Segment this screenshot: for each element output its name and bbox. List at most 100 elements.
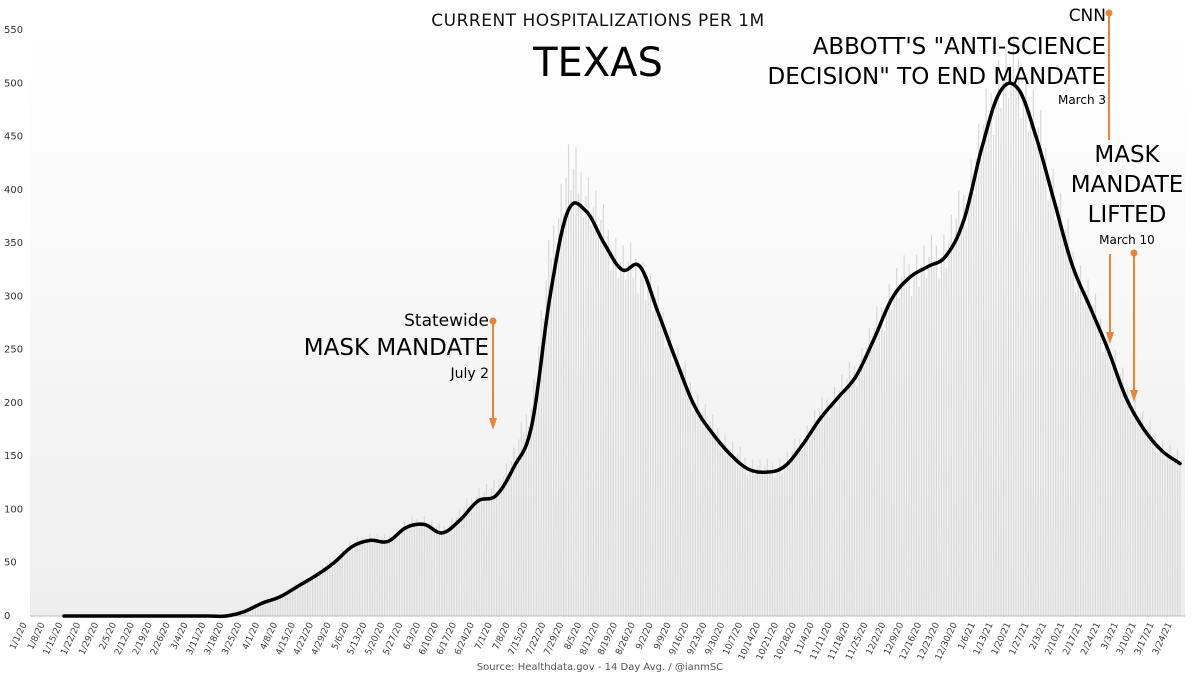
y-tick-label: 200 bbox=[4, 398, 23, 409]
bar bbox=[294, 584, 296, 616]
bar bbox=[736, 453, 739, 616]
bar bbox=[500, 488, 503, 616]
bar bbox=[697, 394, 699, 616]
mask-mandate-annotation: Statewide MASK MANDATE July 2 bbox=[304, 311, 497, 430]
bar bbox=[863, 368, 865, 616]
bar bbox=[809, 439, 811, 616]
bar bbox=[806, 424, 808, 616]
bar bbox=[490, 487, 493, 616]
bar bbox=[935, 245, 938, 616]
bar bbox=[1149, 419, 1151, 616]
bar bbox=[525, 414, 527, 616]
abbott-annotation: CNN ABBOTT'S "ANTI-SCIENCE DECISION" TO … bbox=[767, 6, 1114, 344]
bar bbox=[1020, 118, 1022, 616]
bar bbox=[381, 537, 383, 616]
bar bbox=[684, 360, 686, 616]
bar bbox=[1057, 206, 1059, 617]
bar bbox=[786, 451, 788, 616]
bar bbox=[811, 425, 813, 616]
bar bbox=[975, 158, 977, 616]
bar bbox=[615, 238, 617, 617]
bar bbox=[724, 435, 726, 616]
bar bbox=[729, 448, 731, 616]
bar bbox=[438, 523, 440, 616]
bar bbox=[642, 261, 644, 616]
bar bbox=[503, 476, 505, 616]
bar bbox=[279, 593, 281, 616]
bar bbox=[287, 589, 289, 616]
bar bbox=[401, 527, 403, 616]
bar bbox=[664, 347, 667, 616]
bar bbox=[818, 411, 821, 616]
y-tick-label: 350 bbox=[4, 238, 23, 249]
bar bbox=[647, 286, 649, 616]
bar bbox=[277, 596, 279, 616]
chart-title: TEXAS bbox=[532, 40, 663, 86]
bar bbox=[913, 275, 915, 616]
bar bbox=[577, 193, 580, 616]
bar bbox=[336, 559, 339, 616]
bar bbox=[674, 353, 677, 616]
bar bbox=[436, 526, 438, 616]
bar bbox=[535, 381, 537, 616]
bar bbox=[558, 218, 560, 617]
bar bbox=[562, 213, 565, 616]
bar bbox=[910, 296, 913, 616]
bar bbox=[980, 159, 982, 616]
y-tick-label: 150 bbox=[4, 451, 23, 462]
bar bbox=[393, 534, 396, 616]
bar bbox=[868, 328, 870, 616]
y-tick-label: 550 bbox=[4, 25, 23, 36]
bar bbox=[543, 318, 545, 616]
bar bbox=[610, 270, 612, 616]
bar bbox=[843, 394, 846, 616]
bar bbox=[597, 235, 599, 617]
y-tick-label: 50 bbox=[4, 558, 17, 569]
bar bbox=[426, 527, 428, 616]
bar bbox=[1065, 229, 1067, 616]
bar bbox=[1147, 426, 1149, 616]
bar bbox=[461, 516, 463, 616]
bar bbox=[324, 568, 326, 616]
bar bbox=[1139, 417, 1141, 616]
bar bbox=[488, 495, 490, 616]
bar bbox=[1007, 98, 1010, 617]
bar bbox=[901, 276, 903, 616]
bar bbox=[858, 367, 860, 616]
bar bbox=[1072, 251, 1074, 616]
bar bbox=[754, 474, 756, 616]
bar bbox=[983, 124, 985, 617]
bar bbox=[853, 366, 855, 616]
bar bbox=[1017, 58, 1020, 616]
bar bbox=[1174, 455, 1176, 616]
bar bbox=[257, 604, 259, 616]
y-axis: 0 50 100 150 200 250 300 350 400 450 500 550 bbox=[4, 25, 23, 622]
bar bbox=[1045, 147, 1047, 617]
bar bbox=[448, 525, 450, 616]
bar bbox=[625, 280, 627, 616]
bar bbox=[955, 218, 957, 616]
bar bbox=[505, 463, 508, 616]
mask-mandate-top: Statewide bbox=[404, 311, 489, 331]
bar bbox=[1082, 303, 1084, 616]
bar bbox=[339, 554, 341, 616]
bar bbox=[441, 533, 443, 616]
bar bbox=[582, 216, 585, 616]
abbott-source: CNN bbox=[1069, 6, 1106, 26]
bar bbox=[791, 451, 793, 616]
bar bbox=[1035, 146, 1037, 617]
y-tick-label: 0 bbox=[4, 611, 10, 622]
bar bbox=[468, 506, 470, 616]
bar bbox=[1075, 292, 1077, 616]
bar bbox=[389, 535, 391, 616]
bar bbox=[1127, 389, 1129, 616]
bar bbox=[617, 277, 619, 616]
bar bbox=[1067, 218, 1069, 616]
bar bbox=[548, 240, 550, 616]
bar bbox=[776, 468, 778, 616]
bar bbox=[943, 234, 945, 616]
bar bbox=[600, 219, 602, 617]
bar bbox=[1055, 219, 1057, 616]
bar bbox=[970, 159, 972, 616]
bar bbox=[1042, 164, 1044, 616]
